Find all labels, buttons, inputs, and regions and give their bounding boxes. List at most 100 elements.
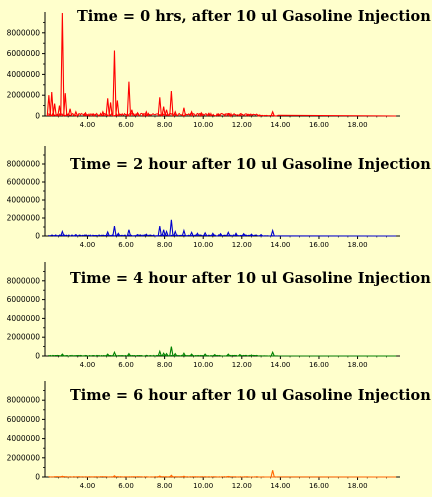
peak bbox=[218, 232, 223, 237]
series-baseline bbox=[48, 354, 397, 357]
y-tick-label: 2000000 bbox=[7, 333, 41, 342]
peak bbox=[126, 81, 132, 117]
peak bbox=[129, 109, 134, 117]
peak bbox=[216, 113, 221, 117]
x-tick-label: 12.00 bbox=[232, 361, 252, 369]
peak bbox=[164, 109, 169, 117]
x-tick-label: 14.00 bbox=[270, 482, 290, 490]
peak bbox=[169, 474, 174, 478]
y-tick-label: 0 bbox=[35, 473, 40, 482]
x-tick-label: 14.00 bbox=[270, 121, 290, 129]
peak bbox=[144, 110, 149, 117]
peak bbox=[203, 353, 208, 357]
peak bbox=[100, 110, 105, 117]
peak bbox=[49, 92, 54, 117]
y-tick-label: 0 bbox=[35, 232, 40, 241]
x-tick-label: 4.00 bbox=[80, 361, 96, 369]
peak bbox=[233, 232, 239, 237]
peak bbox=[52, 103, 57, 117]
peak bbox=[91, 113, 96, 117]
peak bbox=[164, 352, 169, 357]
peak bbox=[226, 475, 231, 478]
peak bbox=[259, 233, 264, 237]
peak bbox=[60, 13, 65, 117]
peak bbox=[161, 352, 166, 357]
peak bbox=[126, 352, 131, 357]
x-tick-label: 4.00 bbox=[80, 241, 96, 249]
y-tick-label: 4000000 bbox=[7, 314, 41, 323]
x-tick-label: 6.00 bbox=[118, 482, 134, 490]
peak bbox=[144, 233, 149, 237]
peak bbox=[189, 231, 194, 237]
y-tick-label: 0 bbox=[35, 352, 40, 361]
peak bbox=[270, 350, 275, 357]
x-tick-label: 18.00 bbox=[348, 482, 368, 490]
y-tick-label: 2000000 bbox=[7, 453, 41, 462]
x-tick-label: 14.00 bbox=[270, 361, 290, 369]
peak bbox=[226, 113, 231, 117]
peak bbox=[181, 107, 187, 117]
peak bbox=[73, 233, 78, 237]
peak bbox=[157, 475, 162, 478]
x-tick-label: 6.00 bbox=[118, 361, 134, 369]
peak bbox=[46, 95, 52, 117]
x-tick-label: 8.00 bbox=[157, 482, 173, 490]
peak bbox=[173, 229, 178, 237]
x-tick-label: 10.00 bbox=[193, 361, 213, 369]
peak bbox=[173, 352, 178, 357]
y-tick-label: 0 bbox=[35, 112, 40, 121]
x-tick-label: 18.00 bbox=[348, 241, 368, 249]
peak bbox=[164, 229, 169, 237]
peak bbox=[195, 232, 200, 237]
peak bbox=[157, 226, 162, 237]
y-tick-label: 4000000 bbox=[7, 196, 41, 205]
peak bbox=[237, 353, 242, 357]
peak bbox=[270, 110, 275, 117]
peak bbox=[212, 353, 217, 357]
x-tick-label: 10.00 bbox=[193, 241, 213, 249]
chart-title: Time = 6 hour after 10 ul Gasoline Injec… bbox=[70, 387, 431, 404]
peak bbox=[169, 346, 174, 357]
x-tick-label: 16.00 bbox=[309, 121, 329, 129]
peak bbox=[108, 102, 113, 117]
x-tick-label: 18.00 bbox=[348, 361, 368, 369]
chart-title: Time = 4 hour after 10 ul Gasoline Injec… bbox=[70, 270, 431, 287]
peak bbox=[169, 219, 174, 237]
peak bbox=[126, 229, 132, 237]
peak bbox=[249, 233, 254, 237]
peak bbox=[210, 232, 215, 237]
x-tick-label: 4.00 bbox=[80, 482, 96, 490]
peak bbox=[112, 50, 117, 117]
peak bbox=[199, 111, 204, 117]
x-tick-label: 6.00 bbox=[118, 241, 134, 249]
peak bbox=[67, 108, 73, 117]
peak bbox=[173, 110, 178, 117]
x-tick-label: 16.00 bbox=[309, 482, 329, 490]
peak bbox=[105, 98, 110, 117]
peak bbox=[112, 350, 117, 357]
peak bbox=[60, 353, 65, 357]
x-tick-label: 4.00 bbox=[80, 121, 96, 129]
peak bbox=[237, 113, 242, 117]
peak bbox=[270, 228, 275, 237]
y-tick-label: 4000000 bbox=[7, 434, 41, 443]
peak bbox=[245, 113, 250, 117]
x-tick-label: 16.00 bbox=[309, 361, 329, 369]
y-tick-label: 8000000 bbox=[7, 396, 41, 405]
x-tick-label: 8.00 bbox=[157, 241, 173, 249]
y-tick-label: 8000000 bbox=[7, 160, 41, 169]
peak bbox=[112, 226, 117, 237]
peak bbox=[226, 353, 231, 357]
peak bbox=[116, 232, 121, 237]
y-tick-label: 2000000 bbox=[7, 214, 41, 223]
x-tick-label: 16.00 bbox=[309, 241, 329, 249]
x-tick-label: 12.00 bbox=[232, 241, 252, 249]
peak bbox=[189, 353, 194, 357]
